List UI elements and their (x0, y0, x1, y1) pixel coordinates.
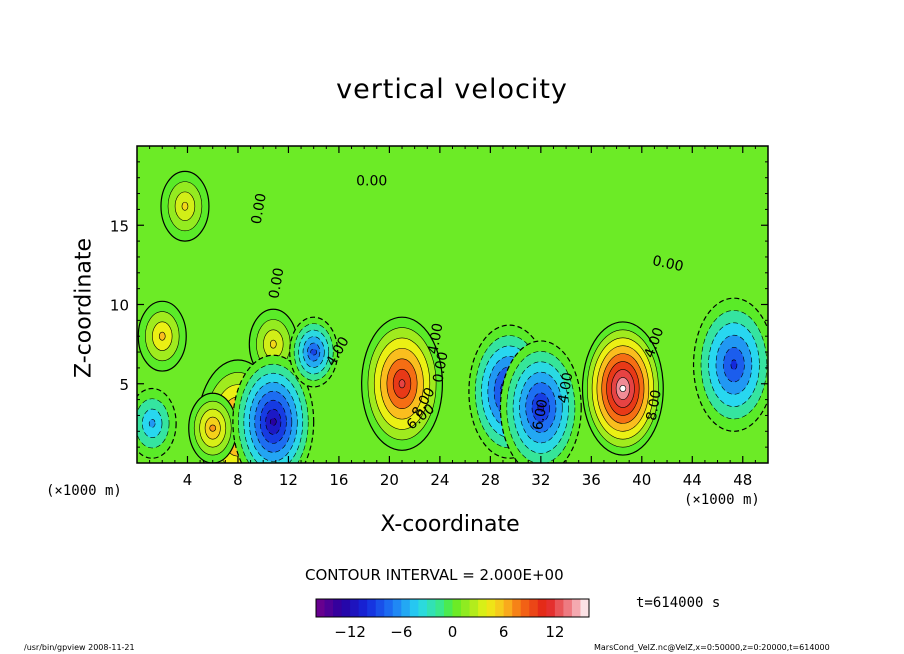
colorbar-segment (512, 599, 522, 617)
contour-band (537, 403, 545, 412)
contour-interval-text: CONTOUR INTERVAL = 2.000E+00 (305, 566, 564, 584)
colorbar-tick-label: 0 (448, 623, 458, 641)
footer-command: /usr/bin/gpview 2008-11-21 (24, 643, 135, 652)
x-tick-label: 48 (733, 471, 752, 489)
contour-band (269, 417, 277, 426)
downdraft-cell (692, 297, 768, 432)
x-unit-label-right: (×1000 m) (684, 492, 760, 508)
downdraft-cell (137, 387, 177, 459)
contour-label: 8.00 (644, 389, 665, 422)
colorbar-segment (537, 599, 547, 617)
colorbar-segment (392, 599, 402, 617)
colorbar-tick-label: 6 (499, 623, 509, 641)
x-tick-label: 28 (481, 471, 500, 489)
colorbar-segment (571, 599, 581, 617)
x-tick-label: 12 (279, 471, 298, 489)
x-tick-label: 16 (329, 471, 348, 489)
updraft-cell (137, 300, 187, 372)
x-tick-label: 24 (430, 471, 449, 489)
contour-label: 0.00 (430, 350, 451, 383)
colorbar-tick-label: 12 (545, 623, 564, 641)
colorbar-segment (350, 599, 360, 617)
colorbar-segment (426, 599, 436, 617)
colorbar-segment (418, 599, 428, 617)
contour-label: 4.00 (555, 371, 576, 404)
y-tick-label: 10 (110, 297, 129, 315)
x-tick-label: 8 (233, 471, 243, 489)
contour-label: 0.00 (249, 192, 270, 225)
colorbar-segment (316, 599, 326, 617)
colorbar-segment (435, 599, 445, 617)
colorbar-segment (324, 599, 334, 617)
x-tick-label: 20 (380, 471, 399, 489)
x-tick-label: 36 (582, 471, 601, 489)
downdraft-cell (499, 340, 582, 463)
colorbar-segment (546, 599, 556, 617)
contour-label: 0.00 (356, 174, 387, 190)
colorbar-frame (315, 598, 590, 618)
x-tick-label: 32 (531, 471, 550, 489)
colorbar-segment (333, 599, 343, 617)
downdraft-cell (289, 316, 339, 388)
x-unit-label-left: (×1000 m) (46, 483, 122, 499)
colorbar-segment (580, 599, 590, 617)
colorbar: −12 −6 0 6 12 (315, 598, 590, 641)
colorbar-segment (375, 599, 385, 617)
y-tick-label: 15 (110, 217, 129, 235)
updraft-cell (188, 392, 238, 463)
contour-label: 6.00 (530, 398, 551, 431)
colorbar-segment (358, 599, 368, 617)
colorbar-segment (554, 599, 564, 617)
colorbar-segment (452, 599, 462, 617)
contour-band (730, 359, 738, 370)
downdraft-cell (232, 354, 315, 463)
colorbar-segment (520, 599, 530, 617)
contour-label: 4.00 (425, 322, 446, 355)
chart-title: vertical velocity (336, 74, 568, 105)
updraft-cell (581, 321, 664, 456)
colorbar-segment (495, 599, 505, 617)
x-axis-label: X-coordinate (380, 512, 520, 537)
y-tick-label: 5 (119, 376, 129, 394)
contour-label: 0.00 (266, 266, 287, 299)
colorbar-segment (461, 599, 471, 617)
plot-area (137, 146, 768, 463)
colorbar-tick-label: −12 (334, 623, 366, 641)
contour-band (619, 385, 627, 392)
colorbar-segment (409, 599, 419, 617)
contour-band (158, 331, 166, 341)
contour-band (148, 418, 156, 428)
contour-label: 0.00 (651, 253, 685, 275)
contour-band (209, 424, 217, 432)
x-tick-label: 40 (632, 471, 651, 489)
colorbar-segment (469, 599, 479, 617)
time-label: t=614000 s (636, 595, 721, 611)
x-tick-label: 44 (683, 471, 702, 489)
colorbar-segment (563, 599, 573, 617)
x-tick-label: 4 (183, 471, 193, 489)
colorbar-segment (478, 599, 488, 617)
contour-band (269, 339, 277, 349)
colorbar-segment (401, 599, 411, 617)
colorbar-segment (443, 599, 453, 617)
colorbar-segment (384, 599, 394, 617)
contour-band (181, 201, 189, 211)
footer-source: MarsCond_VelZ.nc@VelZ,x=0:50000,z=0:2000… (594, 643, 830, 652)
contour-band (398, 379, 406, 389)
colorbar-segment (367, 599, 377, 617)
updraft-cell (361, 316, 444, 451)
colorbar-tick-label: −6 (390, 623, 412, 641)
colorbar-segment (486, 599, 496, 617)
contour-band (310, 348, 317, 356)
colorbar-segment (529, 599, 539, 617)
colorbar-segment (341, 599, 351, 617)
colorbar-segment (503, 599, 513, 617)
updraft-cell (160, 170, 210, 242)
